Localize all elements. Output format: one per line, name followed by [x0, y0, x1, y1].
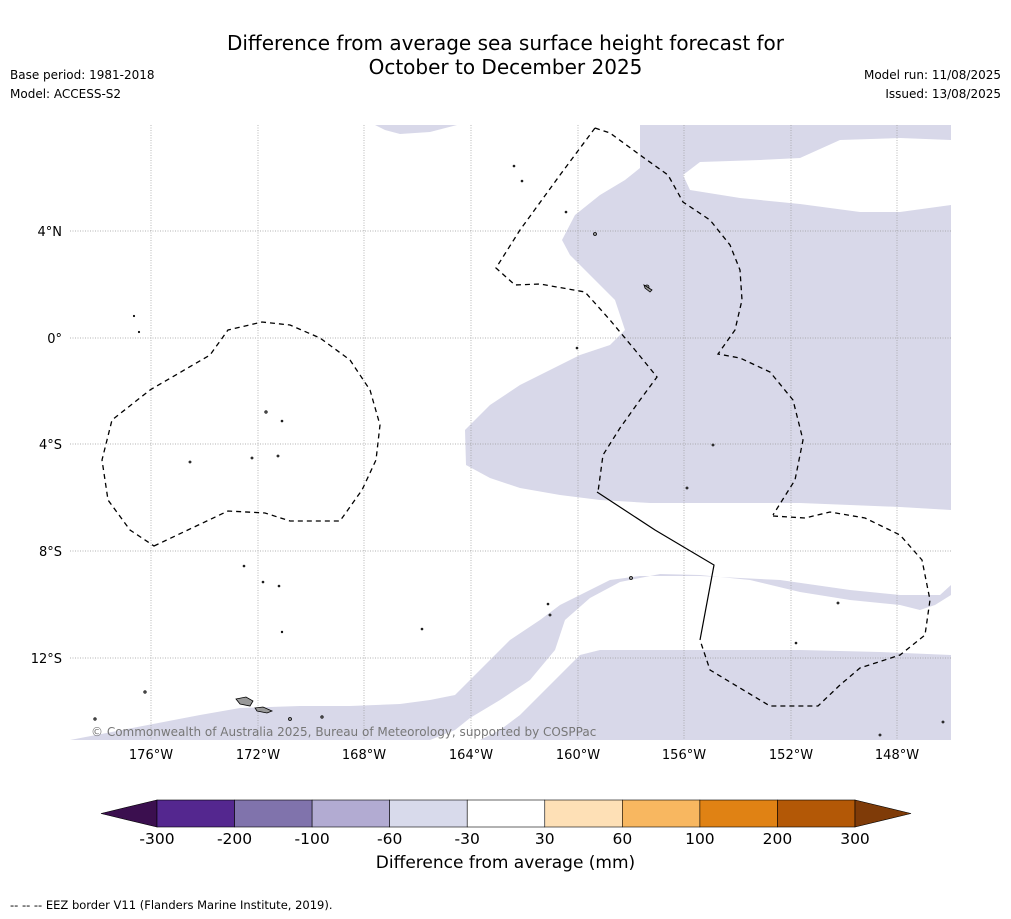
model-run: Model run: 11/08/2025	[863, 68, 1001, 82]
shaded-region-central	[70, 125, 951, 740]
gridlines	[70, 125, 951, 740]
colorbar-tick-label: 60	[612, 830, 632, 848]
lat-label: 4°S	[39, 438, 62, 453]
map-area: © Commonwealth of Australia 2025, Bureau…	[70, 125, 951, 740]
anomaly-shading	[70, 125, 951, 740]
eez-line-islands-west	[495, 127, 658, 493]
lon-labels: 176°W 172°W 168°W 164°W 160°W 156°W 152°…	[129, 748, 919, 763]
title-line-1: Difference from average sea surface heig…	[226, 31, 785, 55]
colorbar-title: Difference from average (mm)	[375, 853, 636, 873]
colorbar-segment	[156, 799, 235, 828]
lon-label: 160°W	[556, 748, 600, 763]
colorbar-tick-label: 200	[763, 830, 793, 848]
meta-left: Base period: 1981-2018 Model: ACCESS-S2	[10, 66, 155, 104]
colorbar-extend-high	[854, 799, 912, 828]
colorbar-segment	[699, 799, 778, 828]
colorbar-tick-label: -60	[377, 830, 402, 848]
colorbar-tick-label: -200	[217, 830, 252, 848]
colorbar-segment	[234, 799, 313, 828]
chart-title: Difference from average sea surface heig…	[0, 31, 1011, 79]
eez-legend-symbol: -- -- --	[10, 898, 43, 912]
colorbar-segment	[389, 799, 468, 828]
colorbar-tick-label: -300	[139, 830, 174, 848]
lat-label: 0°	[47, 332, 62, 347]
islands	[93, 164, 945, 737]
colorbar-tick-label: 300	[840, 830, 870, 848]
copyright-notice: © Commonwealth of Australia 2025, Bureau…	[91, 725, 596, 739]
eez-line-islands-south	[699, 511, 931, 707]
eez-line-islands-north	[594, 127, 804, 516]
colorbar-extend-low	[100, 799, 158, 828]
samoa-savaii	[254, 706, 274, 714]
eez-borders	[101, 127, 931, 707]
colorbar-tick-label: 30	[535, 830, 555, 848]
colorbar-segment	[777, 799, 856, 828]
issued-date: Issued: 13/08/2025	[885, 87, 1001, 101]
lon-label: 168°W	[342, 748, 386, 763]
lat-label: 12°S	[31, 652, 62, 667]
colorbar-segment	[622, 799, 701, 828]
colorbar-segment	[544, 799, 623, 828]
colorbar-tick-label: 100	[685, 830, 715, 848]
colorbar: -300 -200 -100 -60 -30 30 60 100 200 300	[100, 799, 912, 848]
lon-label: 176°W	[129, 748, 173, 763]
title-line-2: October to December 2025	[368, 55, 643, 79]
model-name: Model: ACCESS-S2	[10, 87, 122, 101]
meta-right: Model run: 11/08/2025 Issued: 13/08/2025	[864, 66, 1001, 104]
maritime-boundary-solid	[596, 491, 715, 641]
shaded-region-top	[375, 125, 457, 134]
eez-legend-note: -- -- -- EEZ border V11 (Flanders Marine…	[10, 898, 333, 912]
lon-label: 152°W	[769, 748, 813, 763]
lon-label: 148°W	[875, 748, 919, 763]
eez-tokelau	[101, 321, 381, 547]
colorbar-segment	[311, 799, 390, 828]
eez-legend-text: EEZ border V11 (Flanders Marine Institut…	[45, 898, 333, 912]
lat-labels: 4°N 0° 4°S 8°S 12°S	[31, 225, 62, 667]
base-period: Base period: 1981-2018	[10, 68, 155, 82]
lon-label: 172°W	[236, 748, 280, 763]
colorbar-segment	[466, 799, 546, 828]
lon-label: 164°W	[449, 748, 493, 763]
colorbar-tick-label: -30	[455, 830, 480, 848]
lat-label: 8°S	[39, 545, 62, 560]
lat-label: 4°N	[38, 225, 63, 240]
samoa-upolu	[235, 696, 254, 707]
colorbar-tick-label: -100	[295, 830, 330, 848]
lon-label: 156°W	[662, 748, 706, 763]
